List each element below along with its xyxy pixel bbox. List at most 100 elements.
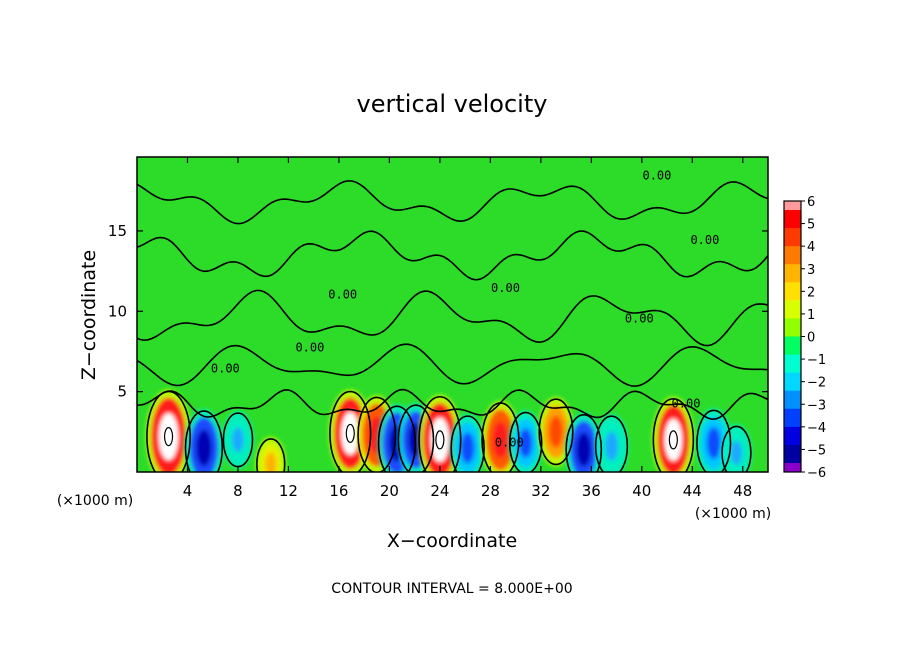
colorbar-cap-top xyxy=(784,201,801,210)
contour-ring xyxy=(329,390,372,472)
x-unit-right: (×1000 m) xyxy=(695,506,771,522)
x-axis-label: X−coordinate xyxy=(387,530,517,552)
x-tick-label: 32 xyxy=(531,482,550,500)
x-tick-label: 48 xyxy=(733,482,752,500)
colorbar-tick-label: 1 xyxy=(807,308,815,323)
contour-lines xyxy=(137,180,768,472)
contour-ring xyxy=(357,396,397,472)
contour-line xyxy=(137,230,768,281)
contour-label: 0.00 xyxy=(642,169,671,183)
contour-ring xyxy=(696,409,732,472)
colorbar-segment xyxy=(784,318,801,337)
contour-ring-inner xyxy=(668,430,678,450)
colorbar: 6 5 4 3 2 1 0 −1 −2 −3 −4 −5 −6 xyxy=(783,195,826,481)
velocity-cell xyxy=(565,412,603,472)
colorbar-segment xyxy=(784,300,801,319)
velocity-field xyxy=(145,389,752,472)
x-axis: 4 8 12 16 20 24 28 32 36 40 44 48 xyxy=(183,157,752,500)
contour-interval-note: CONTOUR INTERVAL = 8.000E+00 xyxy=(331,581,572,597)
velocity-cell xyxy=(538,397,574,467)
y-tick-label: 5 xyxy=(117,383,127,401)
plot-area: 0.00 0.00 0.00 0.00 0.00 0.00 0.00 0.00 0.00 xyxy=(136,156,769,473)
contour-line xyxy=(137,343,768,387)
x-tick-label: 44 xyxy=(683,482,702,500)
x-tick-label: 28 xyxy=(481,482,500,500)
velocity-cell xyxy=(222,411,254,469)
x-unit-left: (×1000 m) xyxy=(57,493,133,509)
y-axis: 5 10 15 xyxy=(108,222,768,401)
contour-ring xyxy=(450,415,485,472)
contour-ring xyxy=(184,410,224,472)
colorbar-tick-label: −2 xyxy=(807,376,826,391)
x-tick-label: 40 xyxy=(632,482,651,500)
chart-title: vertical velocity xyxy=(357,90,548,118)
contour-ring-inner xyxy=(163,427,174,447)
contour-ring-inner xyxy=(345,423,355,444)
contour-ring xyxy=(721,425,752,472)
colorbar-tick-label: 3 xyxy=(807,263,815,278)
colorbar-tick-label: 6 xyxy=(807,195,815,210)
contour-ring xyxy=(508,411,543,472)
colorbar-segment xyxy=(784,210,801,229)
y-tick-label: 10 xyxy=(108,302,127,320)
x-tick-label: 8 xyxy=(233,482,243,500)
colorbar-tick-label: −5 xyxy=(807,443,826,458)
x-tick-label: 12 xyxy=(279,482,298,500)
colorbar-segment xyxy=(784,372,801,392)
x-tick-label: 36 xyxy=(582,482,601,500)
colorbar-tick-label: −3 xyxy=(807,398,826,413)
colorbar-cap-bottom xyxy=(784,463,801,472)
contour-ring xyxy=(377,405,417,472)
contour-label: 0.00 xyxy=(328,287,357,301)
colorbar-segment xyxy=(784,264,801,283)
contour-ring xyxy=(256,438,286,472)
colorbar-tick-label: 2 xyxy=(807,285,815,300)
contour-ring xyxy=(481,402,520,472)
contour-label: 0.00 xyxy=(690,233,719,247)
colorbar-tick-label: −6 xyxy=(807,466,826,481)
contour-ring xyxy=(397,404,435,472)
plot-frame xyxy=(136,156,769,473)
contour-labels: 0.00 0.00 0.00 0.00 0.00 0.00 0.00 0.00 0.00 xyxy=(211,169,719,450)
contour-ring xyxy=(565,414,603,472)
velocity-cell xyxy=(255,436,286,472)
colorbar-segment xyxy=(784,426,801,446)
contour-label: 0.00 xyxy=(211,361,240,375)
colorbar-tick-label: 0 xyxy=(807,331,815,346)
contour-label: 0.00 xyxy=(491,281,520,295)
contour-ring-inner xyxy=(435,430,445,450)
velocity-cell xyxy=(594,414,629,472)
velocity-cell xyxy=(184,409,224,472)
x-tick-label: 20 xyxy=(380,482,399,500)
contour-ring xyxy=(652,398,695,472)
colorbar-segment xyxy=(784,336,801,356)
x-tick-label: 16 xyxy=(329,482,348,500)
contour-line xyxy=(137,289,768,347)
colorbar-segment xyxy=(784,228,801,247)
contour-ring xyxy=(418,395,462,472)
colorbar-segment xyxy=(784,282,801,301)
contour-label: 0.00 xyxy=(625,312,654,326)
contour-label: 0.00 xyxy=(295,340,324,354)
colorbar-segment xyxy=(784,354,801,374)
colorbar-tick-label: 5 xyxy=(807,218,815,233)
colorbar-tick-label: −4 xyxy=(807,421,826,436)
x-tick-label: 24 xyxy=(430,482,449,500)
colorbar-segment xyxy=(784,444,801,464)
contour-ring xyxy=(146,390,191,472)
colorbar-segment xyxy=(784,390,801,410)
contour-ring xyxy=(594,415,629,472)
colorbar-segment xyxy=(784,246,801,265)
contour-label: 0.00 xyxy=(672,397,701,411)
colorbar-segment xyxy=(784,408,801,428)
y-axis-label: Z−coordinate xyxy=(78,250,100,380)
contour-ring xyxy=(538,398,574,466)
x-tick-label: 4 xyxy=(183,482,193,500)
contour-line xyxy=(137,180,768,225)
colorbar-tick-label: 4 xyxy=(807,240,815,255)
contour-label: 0.00 xyxy=(495,435,524,449)
colorbar-tick-label: −1 xyxy=(807,353,826,368)
y-tick-label: 15 xyxy=(108,222,127,240)
contour-line xyxy=(137,388,768,421)
